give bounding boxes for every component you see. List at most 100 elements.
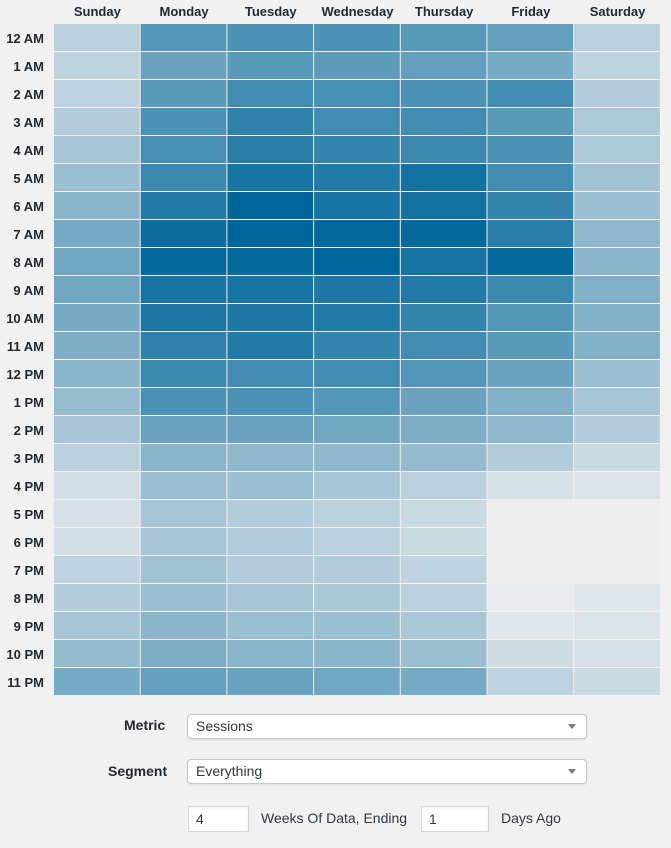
heatmap-cell — [314, 332, 400, 359]
heatmap-cells — [54, 24, 660, 695]
heatmap-cell — [140, 192, 227, 219]
heatmap-cell — [487, 612, 574, 639]
heatmap-cell — [487, 640, 574, 667]
heatmap-cell — [54, 528, 140, 555]
heatmap-cell — [400, 640, 487, 667]
heatmap-cell — [487, 248, 574, 275]
heatmap-cell — [314, 192, 400, 219]
heatmap-cell — [400, 444, 487, 471]
heatmap-cell — [314, 276, 400, 303]
heatmap-cell — [574, 640, 660, 667]
hour-label: 10 AM — [6, 311, 44, 326]
heatmap-cell — [140, 108, 227, 135]
heatmap-cell — [227, 276, 314, 303]
heatmap-cell — [314, 528, 400, 555]
heatmap-cell — [54, 332, 140, 359]
hour-label: 7 AM — [13, 227, 44, 242]
heatmap-cell — [227, 80, 314, 107]
heatmap-cell — [574, 80, 660, 107]
heatmap-cell — [400, 668, 487, 695]
days-suffix-text: Days Ago — [501, 810, 561, 826]
heatmap-cell — [140, 584, 227, 611]
heatmap-cell — [54, 192, 140, 219]
heatmap-cell — [54, 136, 140, 163]
weeks-input[interactable]: 4 — [188, 806, 249, 832]
heatmap-cell — [140, 472, 227, 499]
day-label: Saturday — [590, 4, 646, 19]
days-input[interactable]: 1 — [421, 806, 489, 832]
heatmap-cell — [227, 304, 314, 331]
heatmap-cell — [314, 220, 400, 247]
chevron-down-icon — [568, 724, 576, 729]
hour-label: 3 AM — [13, 115, 44, 130]
heatmap-cell — [400, 248, 487, 275]
segment-select[interactable]: Everything — [187, 759, 587, 784]
day-label: Thursday — [415, 4, 474, 19]
heatmap-cell — [227, 668, 314, 695]
heatmap-cell — [574, 360, 660, 387]
heatmap-cell — [140, 360, 227, 387]
heatmap-cell — [54, 668, 140, 695]
heatmap-cell — [140, 388, 227, 415]
heatmap-cell — [227, 416, 314, 443]
hour-label: 2 PM — [14, 423, 44, 438]
heatmap-cell — [487, 276, 574, 303]
hour-label: 2 AM — [13, 87, 44, 102]
heatmap-cell — [54, 360, 140, 387]
heatmap-cell — [314, 416, 400, 443]
heatmap-cell — [54, 500, 140, 527]
heatmap-cell — [400, 472, 487, 499]
metric-select[interactable]: Sessions — [187, 714, 587, 739]
hour-label: 6 PM — [14, 535, 44, 550]
heatmap-cell — [400, 164, 487, 191]
heatmap-cell — [227, 360, 314, 387]
heatmap-cell — [487, 360, 574, 387]
heatmap-cell — [487, 528, 574, 555]
day-label: Wednesday — [321, 4, 394, 19]
heatmap-cell — [400, 192, 487, 219]
heatmap-cell — [314, 108, 400, 135]
heatmap-cell — [140, 668, 227, 695]
heatmap-cell — [227, 24, 314, 51]
heatmap-cell — [227, 220, 314, 247]
heatmap-cell — [314, 612, 400, 639]
heatmap-cell — [140, 500, 227, 527]
heatmap-cell — [487, 192, 574, 219]
heatmap-cell — [314, 52, 400, 79]
heatmap-cell — [487, 304, 574, 331]
heatmap-cell — [487, 80, 574, 107]
heatmap-cell — [400, 220, 487, 247]
heatmap-cell — [227, 136, 314, 163]
heatmap-cell — [227, 332, 314, 359]
heatmap-cell — [487, 108, 574, 135]
hour-label: 3 PM — [14, 451, 44, 466]
heatmap-cell — [54, 304, 140, 331]
heatmap-cell — [227, 388, 314, 415]
heatmap-cell — [54, 80, 140, 107]
heatmap-cell — [574, 108, 660, 135]
heatmap-cell — [54, 472, 140, 499]
heatmap-cell — [227, 108, 314, 135]
hour-label: 9 AM — [13, 283, 44, 298]
hour-label: 8 PM — [14, 591, 44, 606]
heatmap-cell — [487, 136, 574, 163]
heatmap-cell — [140, 220, 227, 247]
heatmap-cell — [140, 52, 227, 79]
heatmap-cell — [314, 668, 400, 695]
heatmap-cell — [574, 24, 660, 51]
heatmap-cell — [400, 612, 487, 639]
heatmap-cell — [574, 612, 660, 639]
heatmap-cell — [140, 528, 227, 555]
hour-label: 6 AM — [13, 199, 44, 214]
heatmap-cell — [314, 248, 400, 275]
heatmap-cell — [487, 220, 574, 247]
chevron-down-icon — [568, 769, 576, 774]
hour-label: 11 PM — [7, 675, 44, 690]
heatmap-cell — [400, 360, 487, 387]
heatmap-cell — [314, 640, 400, 667]
heatmap-cell — [227, 556, 314, 583]
day-label: Friday — [511, 4, 551, 19]
hour-label: 8 AM — [13, 255, 44, 270]
heatmap-cell — [140, 248, 227, 275]
heatmap-cell — [140, 332, 227, 359]
